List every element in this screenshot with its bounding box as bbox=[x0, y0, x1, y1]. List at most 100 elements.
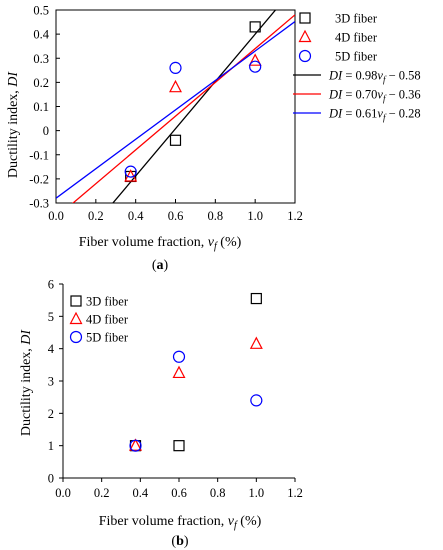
panel-a-ylabel-var: DI bbox=[6, 71, 21, 88]
panel-a-xlabel-unit: (%) bbox=[217, 235, 242, 250]
panel-a-y-tick-label: 0 bbox=[43, 124, 49, 138]
panel-b-point-triangle bbox=[249, 336, 263, 349]
panel-a-legend-label: 3D fiber bbox=[335, 12, 378, 26]
panel-b-y-tick-label: 5 bbox=[48, 310, 54, 324]
panel-b-point-circle bbox=[129, 439, 142, 452]
panel-b-ylabel: Ductility index, DI bbox=[19, 329, 34, 437]
panel-b-marks: 0.0 0.2 0.4 0.6 0.8 1.0 1.2 0 1 2 3 4 5 6 3D fiber 4D f… bbox=[48, 278, 303, 501]
panel-a: 0.0 0.2 0.4 0.6 0.8 1.0 1.2 -0.3 -0.2 -0.1 0 0.1 0.2… bbox=[6, 4, 421, 274]
panel-b-y-tick-label: 4 bbox=[48, 342, 55, 356]
panel-b-caption: (b) bbox=[171, 534, 188, 549]
panel-a-x-tick-label: 0.0 bbox=[48, 209, 64, 223]
panel-b-xlabel-text: Fiber volume fraction, bbox=[99, 514, 228, 529]
panel-a-x-tick-label: 0.2 bbox=[88, 209, 104, 223]
panel-b-x-tick-label: 0.4 bbox=[133, 486, 149, 500]
panel-a-xlabel: Fiber volume fraction, vf (%) bbox=[79, 235, 242, 252]
panel-b-xlabel-var: v bbox=[228, 514, 235, 529]
panel-b-legend-label: 4D fiber bbox=[86, 313, 129, 327]
panel-a-legend-fit-label-lhs: DI bbox=[328, 69, 343, 83]
panel-a-xlabel-sub: f bbox=[214, 241, 218, 252]
panel-b-y-tick-label: 1 bbox=[48, 439, 54, 453]
panel-a-x-tick-label: 0.6 bbox=[168, 209, 184, 223]
panel-b-y-tick-label: 2 bbox=[48, 407, 54, 421]
panel-a-point-triangle bbox=[169, 79, 182, 93]
panel-a-legend-marker bbox=[298, 49, 312, 63]
panel-a-point-square bbox=[169, 134, 182, 146]
panel-a-legend-fit-label-sub: f bbox=[383, 75, 387, 85]
panel-a-point-triangle bbox=[248, 53, 262, 66]
panel-b-point-circle bbox=[172, 350, 186, 363]
panel-b-label: b bbox=[176, 534, 184, 549]
panel-a-y-tick-label: -0.2 bbox=[29, 172, 49, 186]
panel-a-y-tick-label: 0.3 bbox=[33, 52, 49, 66]
panel-a-legend-marker bbox=[299, 12, 311, 24]
panel-a-legend-fit-label-lhs: DI bbox=[328, 107, 343, 121]
panel-a-y-tick-label: -0.1 bbox=[29, 148, 49, 162]
panel-b-point-square bbox=[173, 440, 185, 452]
panel-a-legend-fit-label-rhs: − 0.28 bbox=[385, 107, 420, 121]
panel-a-fit-line bbox=[72, 14, 295, 203]
panel-a-y-tick-label: -0.3 bbox=[29, 197, 49, 211]
panel-b-legend-marker bbox=[69, 330, 83, 344]
panel-a-plot-frame bbox=[55, 9, 296, 204]
panel-a-y-tick-label: 0.5 bbox=[33, 4, 49, 18]
panel-b: 0.0 0.2 0.4 0.6 0.8 1.0 1.2 0 1 2 3 4 5 6 3D fiber 4D f… bbox=[19, 278, 303, 550]
panel-b-point-circle bbox=[250, 394, 263, 407]
panel-b-y-tick-label: 0 bbox=[48, 472, 54, 486]
panel-b-xlabel-sub: f bbox=[234, 520, 238, 531]
panel-a-legend-fit-label: DI = 0.98vf − 0.58 bbox=[328, 69, 421, 85]
panel-a-point-circle bbox=[169, 61, 182, 75]
panel-a-y-tick-label: 0.4 bbox=[33, 28, 49, 42]
panel-a-marks: 0.0 0.2 0.4 0.6 0.8 1.0 1.2 -0.3 -0.2 -0.1 0 0.1 0.2… bbox=[29, 4, 421, 224]
panel-a-legend-marker bbox=[298, 29, 312, 43]
panel-a-y-tick-label: 0.2 bbox=[33, 76, 49, 90]
panel-b-x-tick-label: 0.6 bbox=[171, 486, 187, 500]
panel-a-x-tick-label: 0.8 bbox=[208, 209, 224, 223]
panel-a-legend-fit-label: DI = 0.70vf − 0.36 bbox=[328, 88, 421, 104]
panel-a-legend-fit-label-sub: f bbox=[383, 94, 387, 104]
panel-a-legend-fit-label-rhs: − 0.58 bbox=[385, 69, 420, 83]
panel-b-legend-label: 5D fiber bbox=[86, 331, 129, 345]
panel-b-x-tick-label: 1.0 bbox=[249, 486, 265, 500]
panel-a-legend-fit-label-rhs: − 0.36 bbox=[385, 88, 420, 102]
panel-b-point-triangle bbox=[172, 365, 186, 379]
panel-b-xlabel-unit: (%) bbox=[237, 514, 262, 529]
panel-b-point-triangle bbox=[129, 438, 142, 451]
panel-b-x-tick-label: 0.0 bbox=[55, 486, 71, 500]
panel-a-x-tick-label: 1.2 bbox=[287, 209, 303, 223]
panel-a-y-tick-label: 0.1 bbox=[33, 100, 49, 114]
panel-b-ylabel-text: Ductility index, bbox=[19, 345, 34, 436]
panel-b-y-tick-label: 6 bbox=[48, 278, 54, 292]
panel-a-legend-label: 5D fiber bbox=[335, 50, 378, 64]
panel-a-legend-fit-label-mid: = 0.61 bbox=[342, 107, 377, 121]
panel-a-ylabel-text: Ductility index, bbox=[6, 87, 21, 178]
panel-b-x-tick-label: 1.2 bbox=[287, 486, 303, 500]
panel-b-ylabel-var: DI bbox=[19, 329, 34, 346]
panel-a-fit-line bbox=[56, 21, 295, 199]
panel-a-legend-fit-label-lhs: DI bbox=[328, 88, 343, 102]
panel-a-x-tick-label: 0.4 bbox=[128, 209, 144, 223]
panel-a-xlabel-var: v bbox=[208, 235, 215, 250]
panel-b-y-tick-label: 3 bbox=[48, 375, 54, 389]
panel-a-ylabel: Ductility index, DI bbox=[6, 71, 21, 179]
panel-a-point-square bbox=[249, 21, 261, 33]
panel-b-xlabel: Fiber volume fraction, vf (%) bbox=[99, 514, 262, 531]
panel-b-x-tick-label: 0.2 bbox=[94, 486, 110, 500]
panel-a-point-circle bbox=[249, 60, 262, 73]
panel-a-point-circle bbox=[124, 165, 137, 178]
panel-a-legend-fit-label-var: v bbox=[377, 88, 383, 102]
panel-a-legend-fit-label-var: v bbox=[377, 107, 383, 121]
panel-a-legend-fit-label-sub: f bbox=[383, 113, 387, 123]
panel-a-x-tick-label: 1.0 bbox=[247, 209, 263, 223]
panel-a-legend-fit-label-var: v bbox=[377, 69, 383, 83]
panel-b-legend-marker bbox=[70, 295, 82, 307]
panel-b-x-tick-label: 0.8 bbox=[210, 486, 226, 500]
panel-b-point-square bbox=[250, 292, 262, 305]
panel-b-legend-marker bbox=[69, 311, 83, 325]
panel-b-legend-label: 3D fiber bbox=[86, 295, 129, 309]
panel-a-legend-label: 4D fiber bbox=[335, 31, 378, 45]
panel-a-legend-fit-label: DI = 0.61vf − 0.28 bbox=[328, 107, 421, 123]
panel-a-legend-fit-label-mid: = 0.98 bbox=[342, 69, 377, 83]
